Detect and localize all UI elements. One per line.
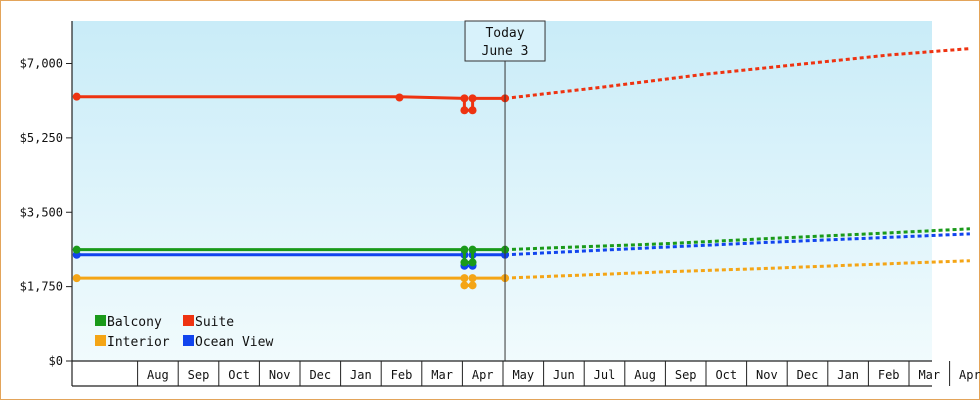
x-tick-label: Sep: [188, 368, 210, 382]
x-tick-label: Dec: [309, 368, 331, 382]
series-line-forecast: [504, 47, 971, 100]
x-tick-label: Nov: [756, 368, 778, 382]
data-point: [395, 93, 404, 102]
x-tick-label: Aug: [634, 368, 656, 382]
x-tick-label: Feb: [878, 368, 900, 382]
axes: $0 $1,750 $3,500 $5,250 $7,000 Aug Sep Oct Nov De…: [20, 21, 980, 387]
x-tick-label: Nov: [269, 368, 291, 382]
today-label: Today: [485, 26, 524, 41]
legend-swatch: [183, 315, 194, 326]
y-tick-label: $5,250: [20, 131, 63, 145]
data-point: [460, 258, 469, 267]
legend-item-ocean-view: Ocean View: [183, 335, 273, 350]
data-point: [468, 281, 477, 290]
data-point: [460, 245, 469, 254]
x-tick-label: Oct: [715, 368, 737, 382]
legend-label: Balcony: [107, 315, 162, 330]
x-tick-label: Sep: [675, 368, 697, 382]
plot-background: [72, 21, 932, 361]
x-tick-label: Dec: [797, 368, 819, 382]
data-point: [72, 245, 81, 254]
series-line-forecast: [504, 227, 970, 252]
x-tick-label: Mar: [918, 368, 940, 382]
x-tick-label: Jan: [350, 368, 372, 382]
today-date: June 3: [482, 44, 529, 59]
legend-item-interior: Interior: [95, 335, 170, 350]
data-point: [72, 274, 81, 283]
data-point: [460, 281, 469, 290]
x-tick-label: Jun: [553, 368, 575, 382]
x-tick-label: Jan: [837, 368, 859, 382]
data-point: [72, 92, 81, 101]
series-line-forecast: [504, 259, 970, 280]
legend-item-balcony: Balcony: [95, 315, 162, 330]
data-point: [468, 245, 477, 254]
today-box: [464, 20, 546, 62]
y-tick-label: $1,750: [20, 280, 63, 294]
data-point: [460, 94, 469, 103]
legend-swatch: [95, 315, 106, 326]
legend-label: Interior: [107, 335, 170, 350]
data-point: [460, 274, 469, 283]
legend: Balcony Suite Interior Ocean View: [95, 315, 273, 350]
data-point: [468, 274, 477, 283]
y-tick-label: $0: [49, 354, 63, 368]
data-point: [468, 106, 477, 115]
series-line-historical: [76, 276, 505, 287]
legend-swatch: [95, 335, 106, 346]
series-line-forecast: [504, 232, 970, 257]
data-point: [468, 94, 477, 103]
legend-label: Suite: [195, 315, 234, 330]
data-point: [468, 258, 477, 267]
series-line-historical: [76, 253, 505, 268]
x-tick-label: Oct: [228, 368, 250, 382]
x-tick-label: Feb: [391, 368, 413, 382]
y-tick-label: $3,500: [20, 205, 63, 219]
data-point: [460, 106, 469, 115]
x-tick-label: Aug: [147, 368, 169, 382]
x-tick-label: May: [512, 368, 534, 382]
x-tick-label: Apr: [959, 368, 980, 382]
legend-swatch: [183, 335, 194, 346]
legend-item-suite: Suite: [183, 315, 234, 330]
x-tick-label: Mar: [431, 368, 453, 382]
series-line-historical: [76, 248, 505, 264]
series-interior: [72, 259, 970, 290]
y-tick-label: $7,000: [20, 57, 63, 71]
today-marker: Today June 3: [464, 20, 546, 361]
x-tick-label: Jul: [594, 368, 616, 382]
legend-label: Ocean View: [195, 335, 273, 350]
x-tick-label: Apr: [472, 368, 494, 382]
